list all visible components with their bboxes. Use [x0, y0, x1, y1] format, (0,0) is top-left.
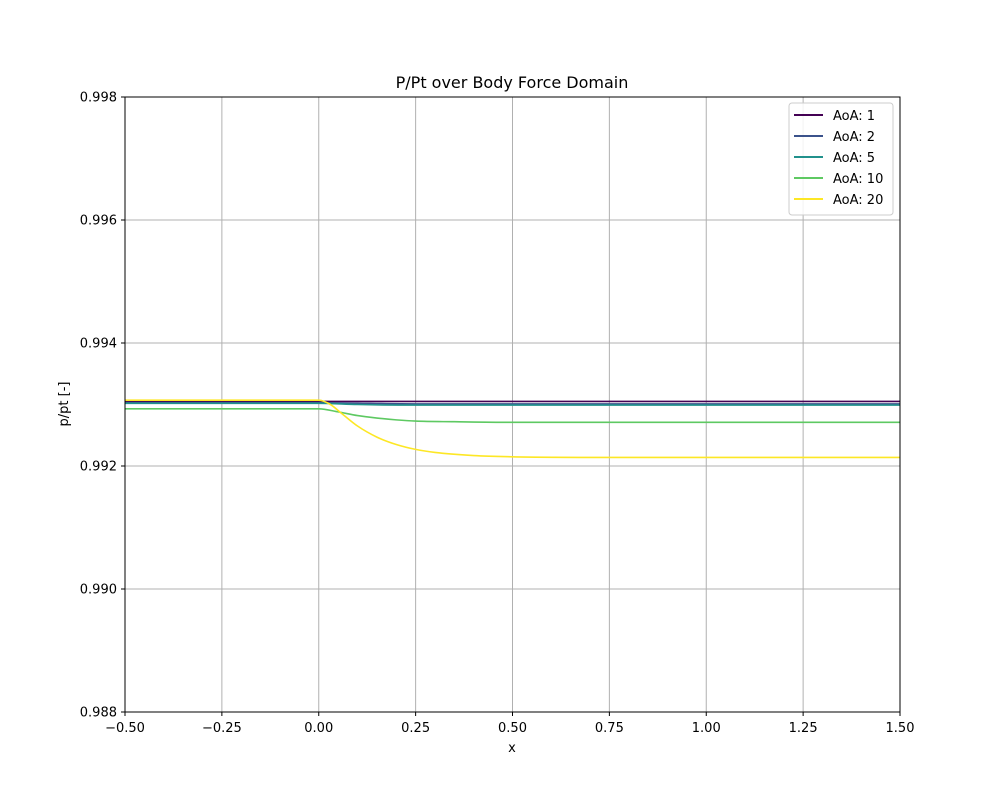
plot-series [124, 399, 900, 459]
x-tick-label: 1.00 [692, 721, 721, 736]
x-tick-label: 0.75 [595, 721, 624, 736]
series-line-aoa-10 [124, 408, 900, 424]
y-tick-label: 0.988 [80, 706, 117, 721]
x-tick-label: 0.50 [498, 721, 527, 736]
legend-label: AoA: 5 [833, 151, 875, 166]
x-tick-label: −0.25 [202, 721, 242, 736]
x-tick-label: 0.00 [304, 721, 333, 736]
y-tick-label: 0.998 [80, 91, 117, 106]
x-axis-label: x [508, 741, 516, 756]
chart-title: P/Pt over Body Force Domain [396, 73, 629, 92]
legend: AoA: 1 AoA: 2 AoA: 5 AoA: 10 AoA: 20 [788, 102, 894, 216]
legend-label: AoA: 2 [833, 130, 875, 145]
series-line-aoa-20 [124, 399, 900, 459]
x-tick-label: 0.25 [401, 721, 430, 736]
legend-label: AoA: 20 [833, 193, 883, 208]
axis-ticks: −0.50 −0.25 0.00 0.25 0.50 0.75 1.00 1.25 1.50 0.… [80, 91, 915, 737]
y-tick-label: 0.990 [80, 583, 117, 598]
x-tick-label: 1.50 [886, 721, 915, 736]
y-tick-label: 0.994 [80, 337, 117, 352]
y-tick-label: 0.996 [80, 214, 117, 229]
x-tick-label: −0.50 [105, 721, 145, 736]
y-tick-label: 0.992 [80, 460, 117, 475]
x-tick-label: 1.25 [789, 721, 818, 736]
legend-box [788, 102, 894, 216]
legend-label: AoA: 10 [833, 172, 883, 187]
legend-label: AoA: 1 [833, 109, 875, 124]
series-line-aoa-5 [124, 402, 900, 406]
y-axis-label: p/pt [-] [57, 382, 72, 427]
